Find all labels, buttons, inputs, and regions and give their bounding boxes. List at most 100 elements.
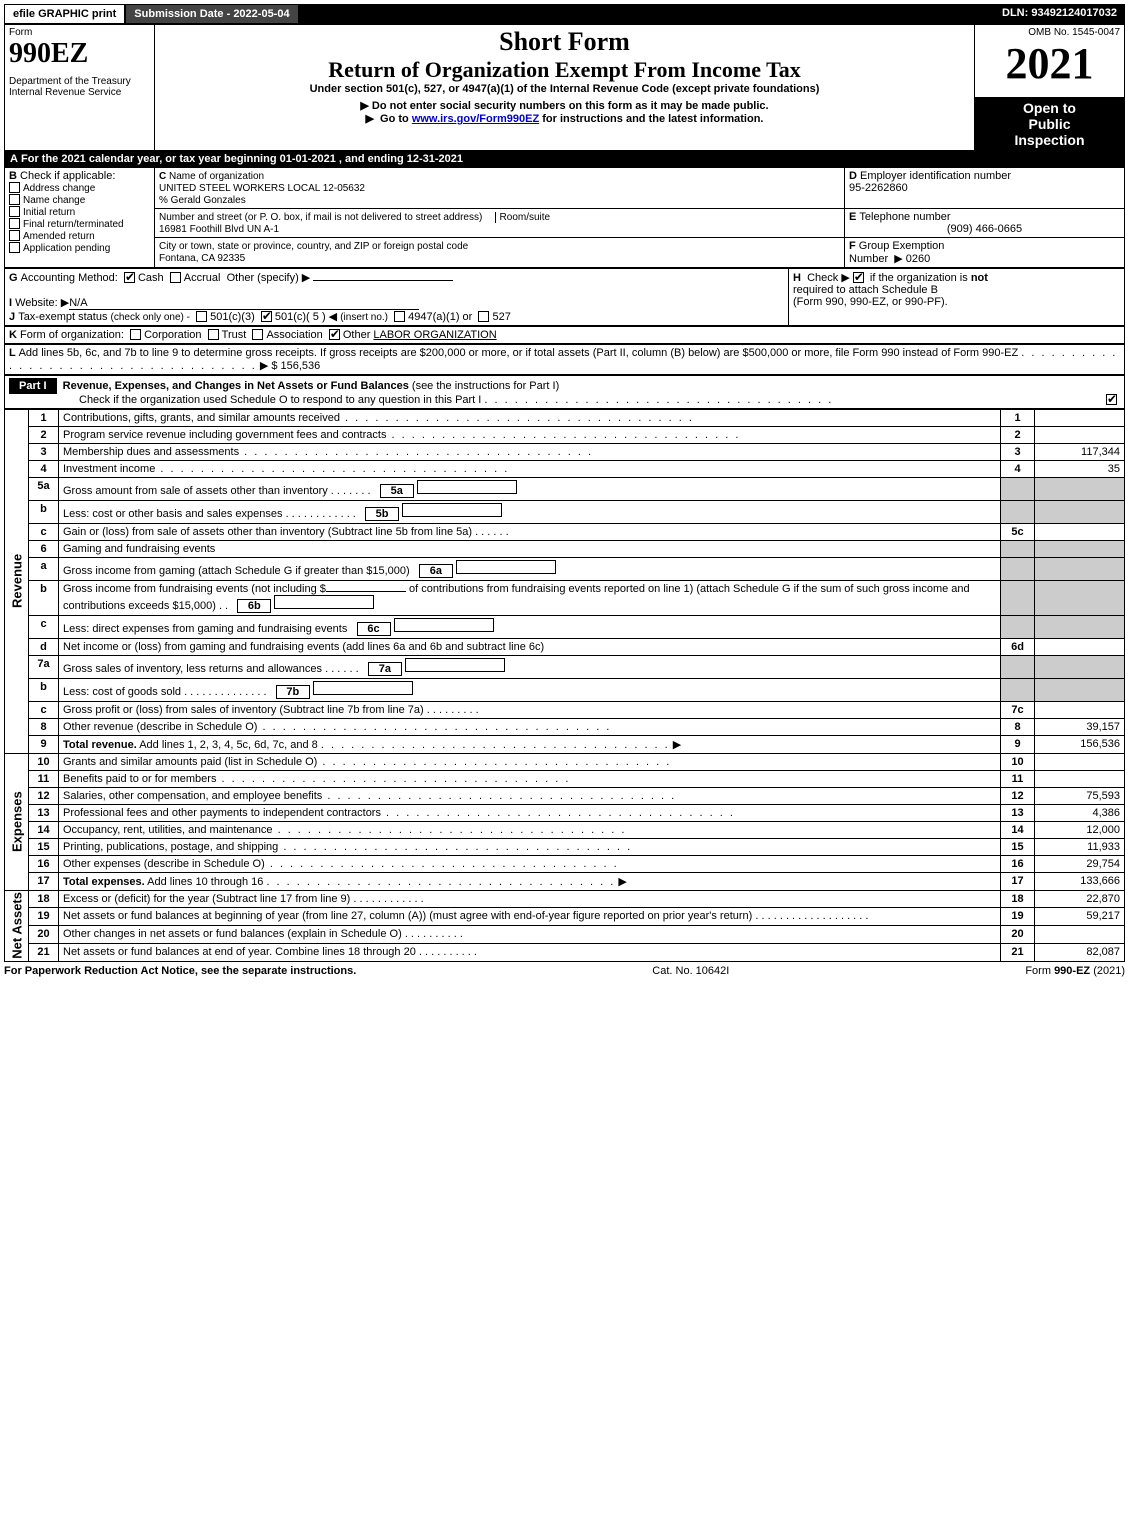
netassets-vlabel: Net Assets bbox=[5, 890, 29, 962]
ln19-text: Net assets or fund balances at beginning… bbox=[59, 908, 1001, 926]
ln16-num: 16 bbox=[29, 855, 59, 872]
chk-application-pending[interactable] bbox=[9, 242, 20, 253]
ln14-box: 14 bbox=[1001, 821, 1035, 838]
street-label: Number and street (or P. O. box, if mail… bbox=[159, 212, 482, 223]
ln6c-shade2 bbox=[1035, 615, 1125, 638]
chk-final-return[interactable] bbox=[9, 218, 20, 229]
ln5b-text: Less: cost or other basis and sales expe… bbox=[59, 500, 1001, 523]
ln5b-input[interactable] bbox=[402, 503, 502, 517]
chk-amended-return[interactable] bbox=[9, 230, 20, 241]
ln1-box: 1 bbox=[1001, 409, 1035, 426]
chk-accrual[interactable] bbox=[170, 272, 181, 283]
ln11-val bbox=[1035, 770, 1125, 787]
chk-address-change[interactable] bbox=[9, 182, 20, 193]
dept-treasury: Department of the Treasury bbox=[9, 76, 150, 87]
chk-501c3[interactable] bbox=[196, 311, 207, 322]
g-h-row: G Accounting Method: Cash Accrual Other … bbox=[4, 268, 1125, 326]
ln7b-text: Less: cost of goods sold . . . . . . . .… bbox=[59, 678, 1001, 701]
chk-schedule-b[interactable] bbox=[853, 272, 864, 283]
ln5a-shade2 bbox=[1035, 477, 1125, 500]
ln6c-num: c bbox=[29, 615, 59, 638]
j-label: Tax-exempt status bbox=[18, 311, 107, 323]
ln6a-num: a bbox=[29, 557, 59, 580]
ln3-box: 3 bbox=[1001, 443, 1035, 460]
other-method-input[interactable] bbox=[313, 280, 453, 281]
ln6b-shade2 bbox=[1035, 580, 1125, 615]
ln10-text: Grants and similar amounts paid (list in… bbox=[59, 753, 1001, 770]
part-i-title2: (see the instructions for Part I) bbox=[412, 380, 559, 392]
chk-other-org[interactable] bbox=[329, 329, 340, 340]
ln7a-input[interactable] bbox=[405, 658, 505, 672]
ln6d-box: 6d bbox=[1001, 638, 1035, 655]
ln11-num: 11 bbox=[29, 770, 59, 787]
ln7c-val bbox=[1035, 701, 1125, 718]
ln17-num: 17 bbox=[29, 872, 59, 890]
other-org-value: LABOR ORGANIZATION bbox=[373, 329, 496, 341]
chk-cash[interactable] bbox=[124, 272, 135, 283]
city-label: City or town, state or province, country… bbox=[159, 241, 468, 252]
chk-schedule-o[interactable] bbox=[1106, 394, 1117, 405]
short-form-title: Short Form bbox=[159, 27, 970, 57]
ln6b-input[interactable] bbox=[274, 595, 374, 609]
ln21-val: 82,087 bbox=[1035, 944, 1125, 962]
ln6c-text: Less: direct expenses from gaming and fu… bbox=[59, 615, 1001, 638]
ln3-val: 117,344 bbox=[1035, 443, 1125, 460]
chk-initial-return[interactable] bbox=[9, 206, 20, 217]
chk-name-change[interactable] bbox=[9, 194, 20, 205]
ln21-text: Net assets or fund balances at end of ye… bbox=[59, 944, 1001, 962]
chk-527[interactable] bbox=[478, 311, 489, 322]
l-amount: $ 156,536 bbox=[271, 360, 320, 372]
ln6c-input[interactable] bbox=[394, 618, 494, 632]
ln16-val: 29,754 bbox=[1035, 855, 1125, 872]
ln12-text: Salaries, other compensation, and employ… bbox=[59, 787, 1001, 804]
ln6b-amount-input[interactable] bbox=[326, 591, 406, 592]
top-bar: efile GRAPHIC print Submission Date - 20… bbox=[4, 4, 1125, 24]
chk-corporation[interactable] bbox=[130, 329, 141, 340]
ln4-text: Investment income bbox=[59, 460, 1001, 477]
city-state-zip: Fontana, CA 92335 bbox=[159, 253, 245, 264]
subtitle: Under section 501(c), 527, or 4947(a)(1)… bbox=[159, 83, 970, 95]
ln6a-input[interactable] bbox=[456, 560, 556, 574]
chk-association[interactable] bbox=[252, 329, 263, 340]
ln7b-shade bbox=[1001, 678, 1035, 701]
ln7a-shade bbox=[1001, 655, 1035, 678]
ln16-text: Other expenses (describe in Schedule O) bbox=[59, 855, 1001, 872]
l-row: L Add lines 5b, 6c, and 7b to line 9 to … bbox=[4, 344, 1125, 375]
irs-link[interactable]: www.irs.gov/Form990EZ bbox=[412, 113, 539, 125]
ln7c-num: c bbox=[29, 701, 59, 718]
tax-year: 2021 bbox=[979, 38, 1120, 89]
k-row: K Form of organization: Corporation Trus… bbox=[4, 326, 1125, 344]
ln5c-box: 5c bbox=[1001, 523, 1035, 540]
ln7b-num: b bbox=[29, 678, 59, 701]
ln15-box: 15 bbox=[1001, 838, 1035, 855]
ln10-num: 10 bbox=[29, 753, 59, 770]
footer-right: Form 990-EZ (2021) bbox=[1025, 965, 1125, 977]
page-footer: For Paperwork Reduction Act Notice, see … bbox=[4, 962, 1125, 977]
ln21-box: 21 bbox=[1001, 944, 1035, 962]
phone: (909) 466-0665 bbox=[849, 223, 1120, 235]
ln5a-input[interactable] bbox=[417, 480, 517, 494]
part-i-checkline: Check if the organization used Schedule … bbox=[9, 394, 481, 406]
ln18-box: 18 bbox=[1001, 890, 1035, 908]
ln4-val: 35 bbox=[1035, 460, 1125, 477]
ln2-text: Program service revenue including govern… bbox=[59, 426, 1001, 443]
ln6d-num: d bbox=[29, 638, 59, 655]
part-i-title: Revenue, Expenses, and Changes in Net As… bbox=[63, 380, 409, 392]
ln5b-shade2 bbox=[1035, 500, 1125, 523]
efile-print-label[interactable]: efile GRAPHIC print bbox=[4, 4, 125, 24]
chk-4947[interactable] bbox=[394, 311, 405, 322]
ln5b-num: b bbox=[29, 500, 59, 523]
ln8-val: 39,157 bbox=[1035, 718, 1125, 735]
ln7b-input[interactable] bbox=[313, 681, 413, 695]
k-label: Form of organization: bbox=[20, 329, 124, 341]
ln2-box: 2 bbox=[1001, 426, 1035, 443]
ln11-box: 11 bbox=[1001, 770, 1035, 787]
ln7b-ibox: 7b bbox=[276, 685, 310, 699]
ln11-text: Benefits paid to or for members bbox=[59, 770, 1001, 787]
chk-501c[interactable] bbox=[261, 311, 272, 322]
chk-trust[interactable] bbox=[208, 329, 219, 340]
ln12-box: 12 bbox=[1001, 787, 1035, 804]
ln7a-text: Gross sales of inventory, less returns a… bbox=[59, 655, 1001, 678]
c-name-label: Name of organization bbox=[169, 171, 264, 182]
d-label: Employer identification number bbox=[860, 170, 1011, 182]
